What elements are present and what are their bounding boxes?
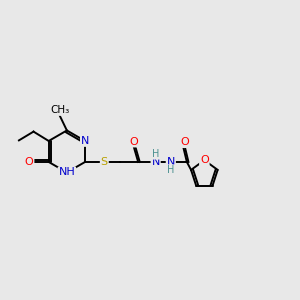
Text: H: H xyxy=(152,149,159,159)
Text: O: O xyxy=(200,155,209,165)
Text: O: O xyxy=(25,157,34,167)
Text: H: H xyxy=(167,165,175,175)
Text: O: O xyxy=(180,137,189,147)
Text: O: O xyxy=(129,136,138,146)
Text: S: S xyxy=(101,157,108,167)
Text: N: N xyxy=(167,157,175,167)
Text: N: N xyxy=(152,157,160,167)
Text: N: N xyxy=(81,136,89,146)
Text: NH: NH xyxy=(58,167,75,178)
Text: CH₃: CH₃ xyxy=(50,105,69,115)
